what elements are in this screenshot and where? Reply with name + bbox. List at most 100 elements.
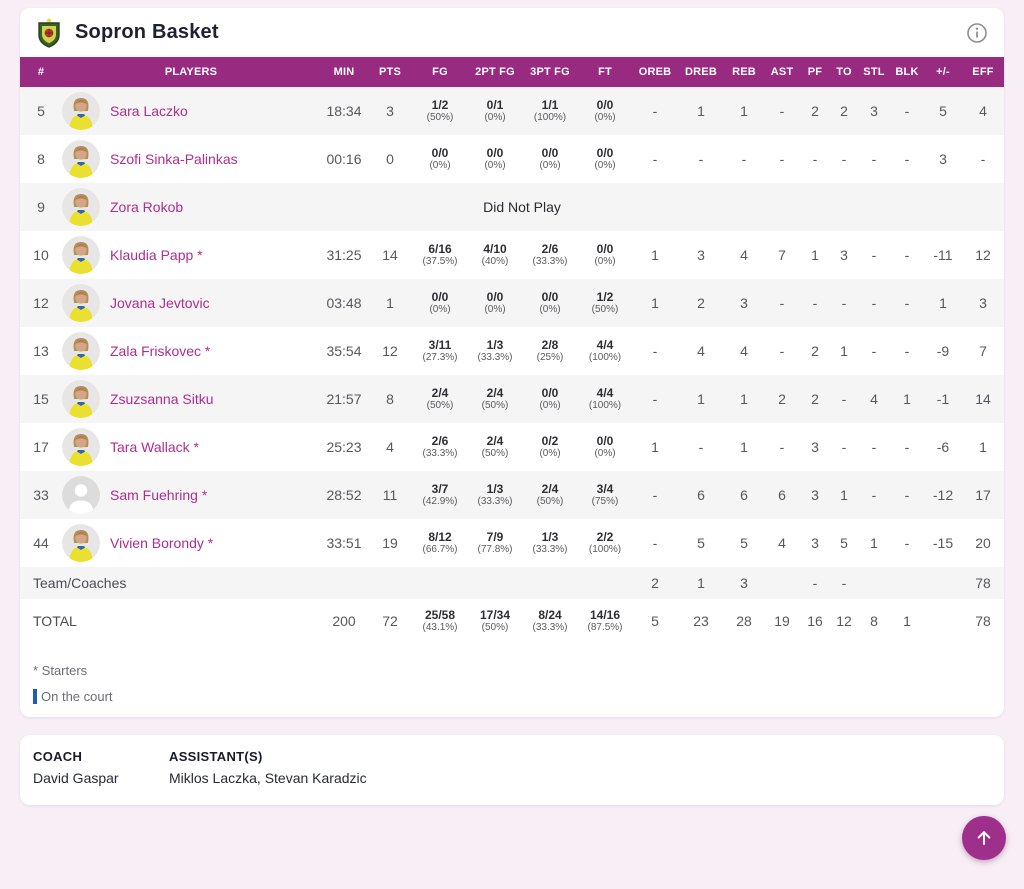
cell-pts: 12	[382, 343, 398, 359]
cell-eff: 17	[975, 487, 991, 503]
cell-pts: 72	[382, 613, 398, 629]
cell-ast: -	[779, 103, 785, 119]
cell-stl: -	[871, 295, 877, 311]
cell-reb: 4	[740, 343, 748, 359]
cell-stl: 4	[870, 391, 878, 407]
cell-fg: 6/16 (37.5%)	[422, 242, 458, 267]
cell-pm	[924, 599, 962, 643]
player-name-link[interactable]: Tara Wallack *	[110, 439, 199, 455]
col-header-pm: +/-	[924, 57, 962, 87]
player-avatar[interactable]	[62, 380, 100, 418]
cell-eff: 14	[975, 391, 991, 407]
cell-pm: 3	[939, 151, 947, 167]
cell-stl: -	[871, 487, 877, 503]
cell-oreb: -	[652, 343, 658, 359]
cell-fg2: 0/0 (0%)	[484, 146, 506, 171]
cell-pm: -1	[936, 391, 950, 407]
cell-reb: -	[741, 151, 747, 167]
player-name-link[interactable]: Sam Fuehring *	[110, 487, 208, 503]
cell-min: 03:48	[326, 295, 362, 311]
cell-pts: 3	[386, 103, 394, 119]
table-row: 8 Szofi Sinka-Palinkas 00:16 0 0/0 (0%) 0/0 (0%…	[20, 135, 1004, 183]
player-name-link[interactable]: Sara Laczko	[110, 103, 188, 119]
player-avatar[interactable]	[62, 284, 100, 322]
cell-pts: 0	[386, 151, 394, 167]
cell-fg2: 2/4 (50%)	[481, 434, 509, 459]
cell-eff: -	[980, 151, 986, 167]
col-header-player: PLAYERS	[62, 57, 320, 87]
cell-oreb: -	[652, 391, 658, 407]
player-number: 8	[37, 151, 45, 167]
player-avatar[interactable]	[62, 476, 100, 514]
team-header: Sopron Basket	[20, 8, 1004, 57]
cell-ft: 14/16 (87.5%)	[587, 608, 623, 633]
player-name-link[interactable]: Vivien Borondy *	[110, 535, 214, 551]
cell-ft: 0/0 (0%)	[594, 242, 616, 267]
team-logo-icon	[38, 18, 60, 48]
player-number: 9	[37, 199, 45, 215]
cell-stl: -	[871, 343, 877, 359]
player-avatar[interactable]	[62, 236, 100, 274]
player-cell: Sara Laczko	[62, 87, 320, 135]
cell-stl	[858, 567, 890, 599]
col-header-fg3: 3PT FG	[522, 57, 578, 87]
cell-fg: 0/0 (0%)	[429, 290, 451, 315]
coach-block: COACH David Gaspar	[33, 749, 169, 805]
cell-eff: 78	[975, 575, 991, 591]
legend: * Starters On the court	[20, 643, 1004, 706]
player-name-link[interactable]: Jovana Jevtovic	[110, 295, 210, 311]
player-name-link[interactable]: Zora Rokob	[110, 199, 184, 215]
cell-blk: 1	[903, 391, 911, 407]
player-avatar[interactable]	[62, 140, 100, 178]
cell-ft	[578, 567, 632, 599]
cell-ft: 0/0 (0%)	[594, 434, 616, 459]
cell-min: 18:34	[326, 103, 362, 119]
cell-fg3: 2/8 (25%)	[536, 338, 564, 363]
cell-pf: 2	[811, 391, 819, 407]
cell-pm: -11	[933, 247, 953, 263]
cell-pm: -9	[936, 343, 950, 359]
info-icon[interactable]	[966, 22, 988, 44]
cell-min: 21:57	[326, 391, 362, 407]
cell-fg: 3/7 (42.9%)	[422, 482, 458, 507]
cell-ft: 2/2 (100%)	[588, 530, 622, 555]
player-name-link[interactable]: Szofi Sinka-Palinkas	[110, 151, 238, 167]
player-avatar[interactable]	[62, 332, 100, 370]
box-score-table: # PLAYERS MIN PTS FG 2PT FG 3PT FG FT OREB DREB RE…	[20, 57, 1004, 643]
cell-to: -	[841, 439, 847, 455]
cell-stl: 1	[870, 535, 878, 551]
cell-pf: 3	[811, 487, 819, 503]
cell-pm: -15	[932, 535, 954, 551]
col-header-dreb: DREB	[678, 57, 724, 87]
cell-min: 28:52	[326, 487, 362, 503]
assistants-names: Miklos Laczka, Stevan Karadzic	[169, 770, 367, 786]
player-name-link[interactable]: Zsuzsanna Sitku	[110, 391, 214, 407]
cell-pm: -12	[932, 487, 954, 503]
cell-ast: -	[779, 343, 785, 359]
cell-fg2: 1/3 (33.3%)	[477, 338, 513, 363]
scroll-to-top-button[interactable]	[962, 816, 1006, 860]
cell-oreb: -	[652, 103, 658, 119]
cell-pf: -	[812, 151, 818, 167]
table-row: 44 Vivien Borondy * 33:51 19 8/12 (66.7%) 7/9(…	[20, 519, 1004, 567]
cell-fg: 8/12 (66.7%)	[422, 530, 458, 555]
player-avatar[interactable]	[62, 188, 100, 226]
cell-to: 3	[840, 247, 848, 263]
cell-oreb: 2	[651, 575, 659, 591]
cell-to: -	[841, 575, 847, 591]
cell-fg: 2/4 (50%)	[426, 386, 454, 411]
cell-ast: -	[779, 151, 785, 167]
cell-reb: 5	[740, 535, 748, 551]
cell-ast: -	[779, 439, 785, 455]
player-cell: Zora Rokob	[62, 183, 320, 231]
cell-dreb: 4	[697, 343, 705, 359]
player-name-link[interactable]: Klaudia Papp *	[110, 247, 203, 263]
player-avatar[interactable]	[62, 92, 100, 130]
player-avatar[interactable]	[62, 524, 100, 562]
player-avatar[interactable]	[62, 428, 100, 466]
player-cell: Zala Friskovec *	[62, 327, 320, 375]
table-row: 5 Sara Laczko 18:34 3 1/2 (50%) 0/1 (0%) 1/1 (100…	[20, 87, 1004, 135]
cell-dreb: 1	[697, 103, 705, 119]
cell-stl: 3	[870, 103, 878, 119]
player-name-link[interactable]: Zala Friskovec *	[110, 343, 211, 359]
